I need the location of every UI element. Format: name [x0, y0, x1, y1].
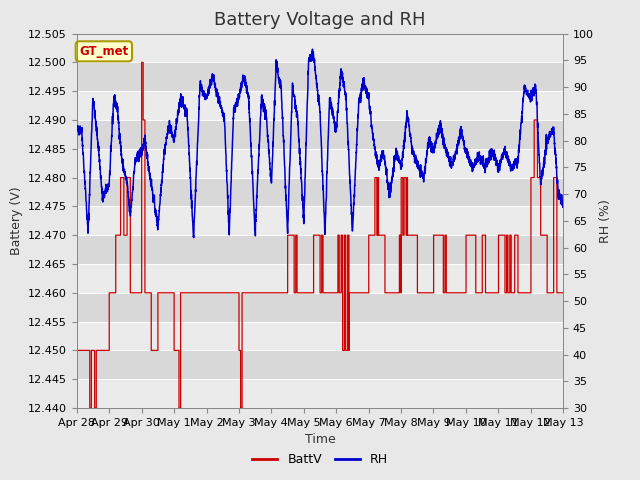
Bar: [77, 206, 563, 235]
Bar: [77, 264, 563, 293]
Bar: [77, 322, 563, 350]
Bar: [77, 62, 563, 91]
Title: Battery Voltage and RH: Battery Voltage and RH: [214, 11, 426, 29]
Y-axis label: RH (%): RH (%): [600, 199, 612, 243]
Bar: [77, 235, 563, 264]
Bar: [77, 350, 563, 379]
Bar: [77, 91, 563, 120]
Y-axis label: Battery (V): Battery (V): [10, 187, 22, 255]
Bar: [77, 120, 563, 149]
Text: GT_met: GT_met: [79, 45, 129, 58]
Bar: [77, 149, 563, 178]
X-axis label: Time: Time: [305, 433, 335, 446]
Bar: [77, 34, 563, 62]
Bar: [77, 379, 563, 408]
Bar: [77, 178, 563, 206]
Legend: BattV, RH: BattV, RH: [248, 448, 392, 471]
Bar: [77, 293, 563, 322]
